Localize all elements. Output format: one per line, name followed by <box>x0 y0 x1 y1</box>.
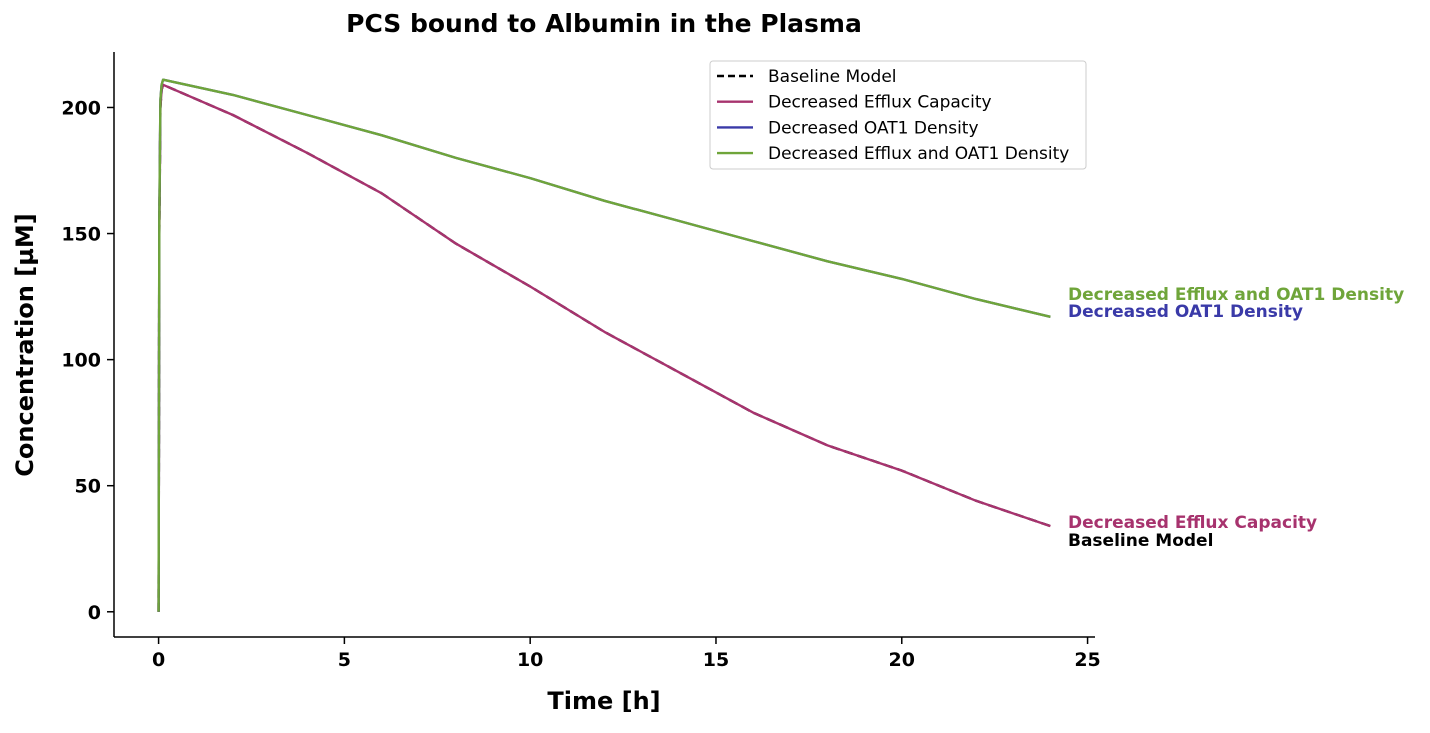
legend: Baseline Model Decreased Efflux Capacity D… <box>709 60 1087 170</box>
end-label-0: Baseline Model <box>1068 531 1213 551</box>
legend-label: Baseline Model <box>768 67 897 87</box>
y-axis-label: Concentration [µM] <box>11 213 39 476</box>
legend-label: Decreased Efflux Capacity <box>768 93 992 113</box>
x-ticks: 0 5 10 15 20 25 <box>152 637 1101 671</box>
legend-frame <box>709 60 1087 170</box>
x-tick-label: 15 <box>703 649 729 671</box>
x-tick-label: 0 <box>152 649 165 671</box>
y-tick-label: 100 <box>61 350 101 372</box>
x-axis-label: Time [h] <box>547 687 660 715</box>
y-tick-label: 0 <box>88 602 101 624</box>
y-tick-label: 50 <box>75 476 101 498</box>
legend-label: Decreased OAT1 Density <box>768 118 979 138</box>
y-ticks: 0 50 100 150 200 <box>61 97 114 624</box>
x-tick-label: 20 <box>889 649 915 671</box>
legend-entries: Baseline Model Decreased Efflux Capacity D… <box>717 67 1069 164</box>
end-label-2: Decreased OAT1 Density <box>1068 302 1303 322</box>
series-lines <box>157 78 1051 612</box>
legend-label: Decreased Efflux and OAT1 Density <box>768 144 1069 164</box>
end-label-3: Decreased Efflux and OAT1 Density <box>1068 285 1404 305</box>
chart-title: PCS bound to Albumin in the Plasma <box>346 9 862 38</box>
end-label-1: Decreased Efflux Capacity <box>1068 513 1317 533</box>
x-tick-label: 10 <box>517 649 543 671</box>
y-tick-label: 200 <box>61 97 101 119</box>
x-tick-label: 25 <box>1074 649 1100 671</box>
series-line-3 <box>157 78 1051 612</box>
y-tick-label: 150 <box>61 224 101 246</box>
x-tick-label: 5 <box>338 649 351 671</box>
